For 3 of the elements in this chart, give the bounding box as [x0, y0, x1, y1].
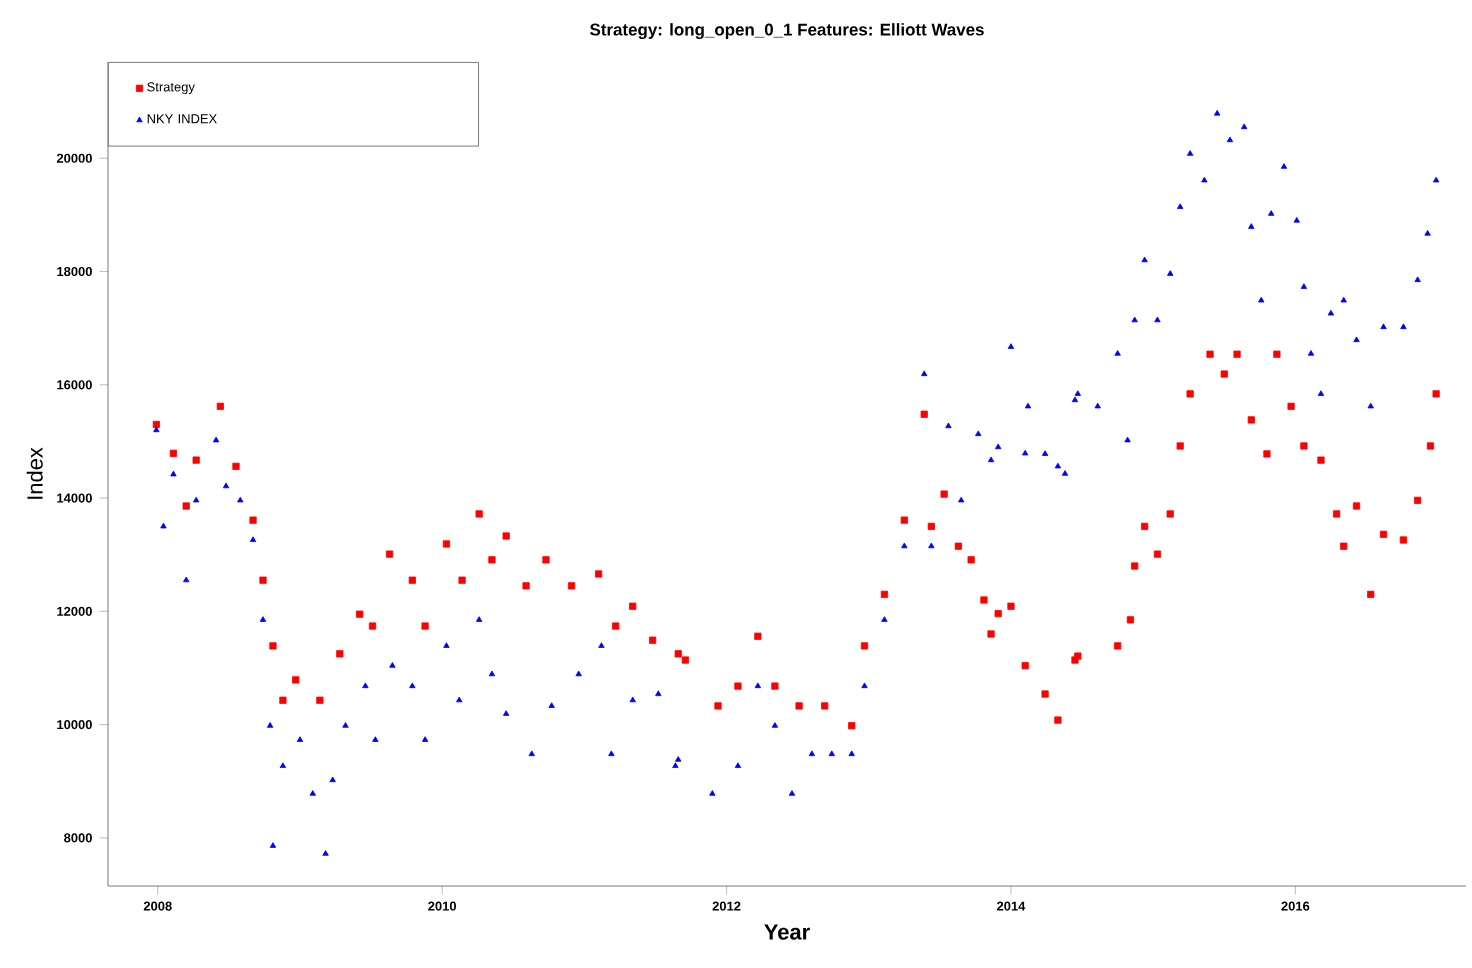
chart-title: Strategy: long_open_0_1 Features: Elliott Waves [590, 23, 984, 40]
y-axis-title: Index [26, 447, 43, 499]
x-axis-title: Year [764, 924, 810, 940]
